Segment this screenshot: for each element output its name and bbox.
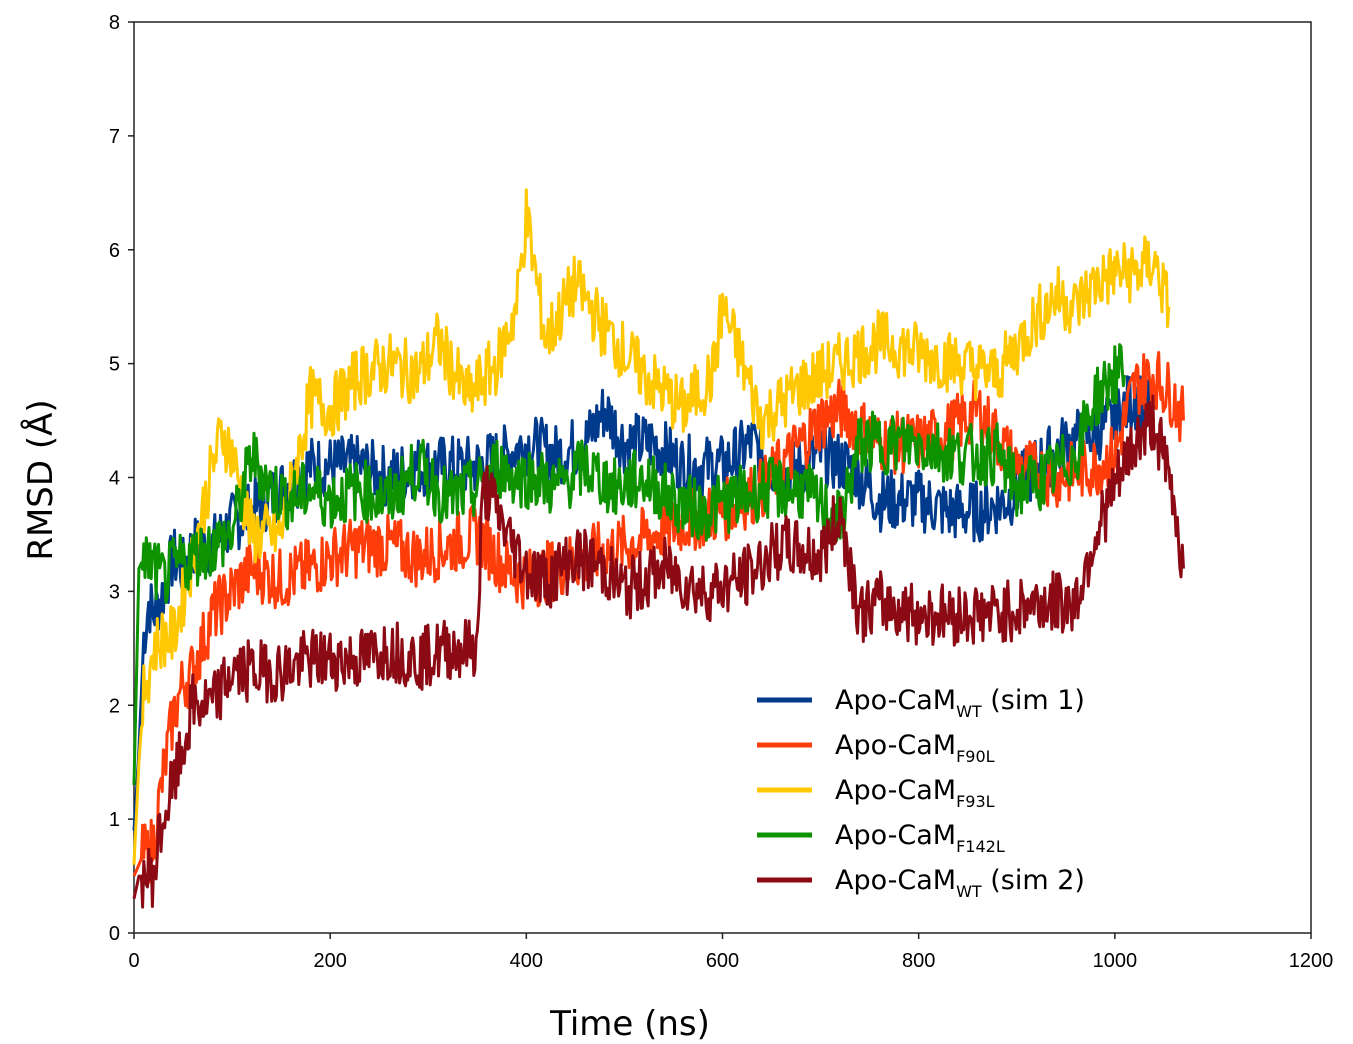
y-tick-label: 6 (109, 240, 120, 262)
legend-label: Apo-CaMWT (sim 2) (835, 865, 1085, 901)
x-tick-label: 400 (510, 950, 543, 972)
legend-item: Apo-CaMF90L (757, 730, 995, 766)
y-tick-label: 5 (109, 354, 120, 376)
legend: Apo-CaMWT (sim 1) Apo-CaMF90L Apo-CaMF93L A… (757, 685, 1085, 901)
legend-label: Apo-CaMWT (sim 1) (835, 685, 1085, 721)
series-line-5 (132, 394, 1185, 909)
legend-item: Apo-CaMWT (sim 2) (757, 865, 1085, 901)
y-tick-label: 3 (109, 581, 120, 603)
series-lines (132, 188, 1185, 909)
legend-item: Apo-CaMF93L (757, 775, 995, 811)
x-tick-label: 1000 (1093, 950, 1138, 972)
legend-label: Apo-CaMF90L (835, 730, 995, 766)
y-axis-title: RMSD (Å) (20, 399, 61, 560)
x-tick-label: 800 (902, 950, 935, 972)
y-tick-label: 4 (109, 468, 120, 490)
x-tick-label: 1200 (1289, 950, 1334, 972)
x-tick-label: 600 (706, 950, 739, 972)
y-tick-label: 7 (109, 126, 120, 148)
legend-item: Apo-CaMWT (sim 1) (757, 685, 1085, 721)
legend-label: Apo-CaMF142L (835, 820, 1005, 856)
y-axis-ticks: 0 1 2 3 4 5 6 7 8 (109, 12, 134, 945)
x-axis-ticks: 0 200 400 600 800 1000 1200 (128, 933, 1333, 972)
legend-label: Apo-CaMF93L (835, 775, 995, 811)
y-tick-label: 0 (109, 923, 120, 945)
series-line-4 (132, 343, 1127, 786)
y-tick-label: 8 (109, 12, 120, 34)
x-tick-label: 0 (128, 950, 139, 972)
y-tick-label: 1 (109, 809, 120, 831)
legend-item: Apo-CaMF142L (757, 820, 1005, 856)
y-tick-label: 2 (109, 695, 120, 717)
series-line-3 (132, 188, 1171, 865)
x-axis-title: Time (ns) (549, 1004, 710, 1044)
x-tick-label: 200 (313, 950, 346, 972)
